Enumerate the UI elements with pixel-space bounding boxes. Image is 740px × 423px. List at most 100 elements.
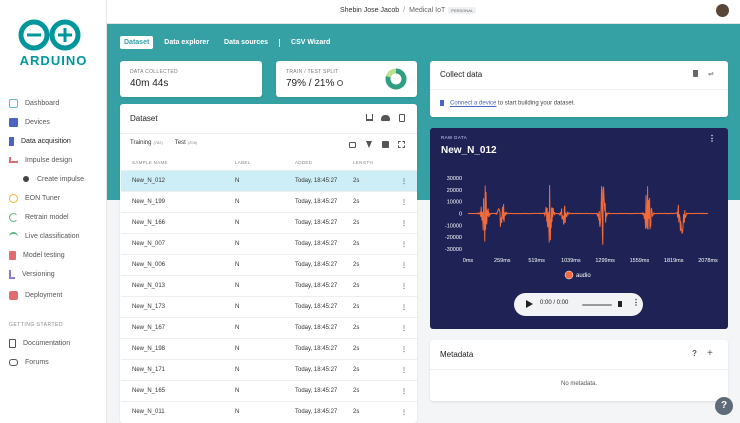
connection-icon[interactable]: ⇌ [708, 71, 714, 78]
file-icon[interactable] [399, 114, 405, 122]
tab-training[interactable]: Training (782) [130, 140, 163, 146]
sidebar-item-label: Forums [25, 358, 49, 366]
table-row[interactable]: New_N_198 N Today, 18:45:27 2s ⋮ [121, 338, 417, 359]
sidebar-item-retrain-model[interactable]: Retrain model [9, 209, 69, 225]
divider [120, 133, 417, 134]
table-row[interactable]: New_N_165 N Today, 18:45:27 2s ⋮ [121, 380, 417, 401]
sidebar-item-create-impulse[interactable]: Create impulse [23, 171, 84, 187]
connect-device-link[interactable]: Connect a device [450, 100, 497, 107]
tab-test[interactable]: Test (208) [175, 140, 197, 146]
sample-label: N [235, 283, 240, 289]
row-menu-icon[interactable]: ⋮ [401, 305, 407, 311]
model-testing-icon [9, 250, 16, 260]
legend-audio-swatch [564, 270, 574, 280]
row-menu-icon[interactable]: ⋮ [401, 326, 407, 332]
retrain-icon [9, 212, 18, 222]
volume-icon[interactable] [618, 301, 622, 307]
row-menu-icon[interactable]: ⋮ [401, 389, 407, 395]
sidebar-item-model-testing[interactable]: Model testing [9, 247, 65, 263]
raw-data-card: RAW DATA New_N_012 ⋮ 30000 20000 10000 0 -10… [430, 128, 728, 329]
x-tick-label: 1819ms [664, 258, 684, 264]
sidebar-item-label: Devices [25, 118, 50, 126]
row-menu-icon[interactable]: ⋮ [401, 284, 407, 290]
sample-length: 2s [353, 409, 360, 415]
sidebar-item-documentation[interactable]: Documentation [9, 335, 70, 351]
sidebar-item-data-acquisition[interactable]: Data acquisition [9, 133, 71, 149]
sample-added: Today, 18:45:27 [295, 262, 338, 268]
row-menu-icon[interactable]: ⋮ [401, 200, 407, 206]
audio-player[interactable]: 0:00 / 0:00 ⋮ [514, 293, 643, 316]
info-icon[interactable] [337, 80, 344, 87]
row-menu-icon[interactable]: ⋮ [401, 347, 407, 353]
table-row[interactable]: New_N_007 N Today, 18:45:27 2s ⋮ [121, 233, 417, 254]
audio-menu-icon[interactable]: ⋮ [632, 298, 640, 307]
column-length[interactable]: LENGTH [353, 160, 374, 165]
column-label[interactable]: LABEL [235, 160, 251, 165]
breadcrumb-project[interactable]: Medical IoT [409, 7, 446, 14]
sidebar-item-eon-tuner[interactable]: EON Tuner [9, 190, 60, 206]
x-tick-label: 2078ms [698, 258, 718, 264]
select-icon[interactable] [382, 141, 389, 148]
table-row[interactable]: New_N_167 N Today, 18:45:27 2s ⋮ [121, 317, 417, 338]
sidebar-item-devices[interactable]: Devices [9, 114, 50, 130]
table-row[interactable]: New_N_166 N Today, 18:45:27 2s ⋮ [121, 212, 417, 233]
column-sample-name[interactable]: SAMPLE NAME [132, 160, 168, 165]
sample-added: Today, 18:45:27 [295, 304, 338, 310]
sidebar-item-forums[interactable]: Forums [9, 354, 49, 370]
table-row[interactable]: New_N_171 N Today, 18:45:27 2s ⋮ [121, 359, 417, 380]
expand-icon[interactable] [398, 141, 405, 148]
audio-progress-track[interactable] [582, 304, 612, 306]
table-row[interactable]: New_N_199 N Today, 18:45:27 2s ⋮ [121, 191, 417, 212]
more-options-icon[interactable]: ⋮ [708, 134, 716, 143]
sample-label: N [235, 178, 240, 184]
sample-label: N [235, 304, 240, 310]
sample-added: Today, 18:45:27 [295, 283, 338, 289]
upload-icon[interactable] [366, 114, 373, 121]
help-button[interactable]: ? [715, 397, 733, 415]
metadata-help-icon[interactable]: ? [692, 349, 697, 358]
row-menu-icon[interactable]: ⋮ [401, 242, 407, 248]
sidebar-item-deployment[interactable]: Deployment [9, 287, 62, 303]
table-row[interactable]: New_N_012 N Today, 18:45:27 2s ⋮ [121, 170, 417, 191]
sidebar-item-label: Model testing [23, 251, 65, 259]
sidebar-item-versioning[interactable]: Versioning [9, 266, 55, 282]
filter-icon[interactable] [366, 141, 372, 148]
filter-samples-icon[interactable] [349, 142, 356, 148]
test-count: (208) [187, 140, 198, 145]
y-tick-label: 20000 [447, 188, 462, 194]
row-menu-icon[interactable]: ⋮ [401, 179, 407, 185]
sidebar-item-dashboard[interactable]: Dashboard [9, 95, 59, 111]
live-classification-icon [9, 231, 18, 241]
table-row[interactable]: New_N_006 N Today, 18:45:27 2s ⋮ [121, 254, 417, 275]
add-metadata-icon[interactable]: + [707, 348, 713, 359]
sidebar-item-live-classification[interactable]: Live classification [9, 228, 79, 244]
row-menu-icon[interactable]: ⋮ [401, 263, 407, 269]
cloud-upload-icon[interactable] [381, 115, 390, 121]
tab-dataset[interactable]: Dataset [120, 36, 154, 49]
row-menu-icon[interactable]: ⋮ [401, 368, 407, 374]
sidebar-item-impulse-design[interactable]: Impulse design [9, 152, 72, 168]
row-menu-icon[interactable]: ⋮ [401, 410, 407, 416]
table-row[interactable]: New_N_011 N Today, 18:45:27 2s ⋮ [121, 401, 417, 422]
impulse-design-icon [9, 157, 18, 163]
raw-data-title: New_N_012 [441, 145, 497, 156]
sample-added: Today, 18:45:27 [295, 241, 338, 247]
arduino-logo-icon[interactable] [16, 18, 92, 52]
table-row[interactable]: New_N_013 N Today, 18:45:27 2s ⋮ [121, 275, 417, 296]
x-tick-label: 519ms [528, 258, 545, 264]
split-label: TRAIN / TEST SPLIT [286, 69, 339, 75]
data-collected-label: DATA COLLECTED [130, 69, 178, 75]
breadcrumb-user[interactable]: Shebin Jose Jacob [340, 7, 400, 14]
trash-icon[interactable] [693, 70, 698, 77]
avatar[interactable] [716, 4, 729, 17]
tab-csv-wizard[interactable]: CSV Wizard [291, 39, 331, 46]
column-added[interactable]: ADDED [295, 160, 313, 165]
table-row[interactable]: New_N_173 N Today, 18:45:27 2s ⋮ [121, 296, 417, 317]
y-tick-label: -30000 [445, 247, 462, 253]
tab-data-sources[interactable]: Data sources [224, 39, 269, 46]
tab-data-explorer[interactable]: Data explorer [164, 39, 210, 46]
train-test-split-card: TRAIN / TEST SPLIT 79% / 21% [276, 61, 417, 97]
play-icon[interactable] [526, 300, 533, 308]
row-menu-icon[interactable]: ⋮ [401, 221, 407, 227]
